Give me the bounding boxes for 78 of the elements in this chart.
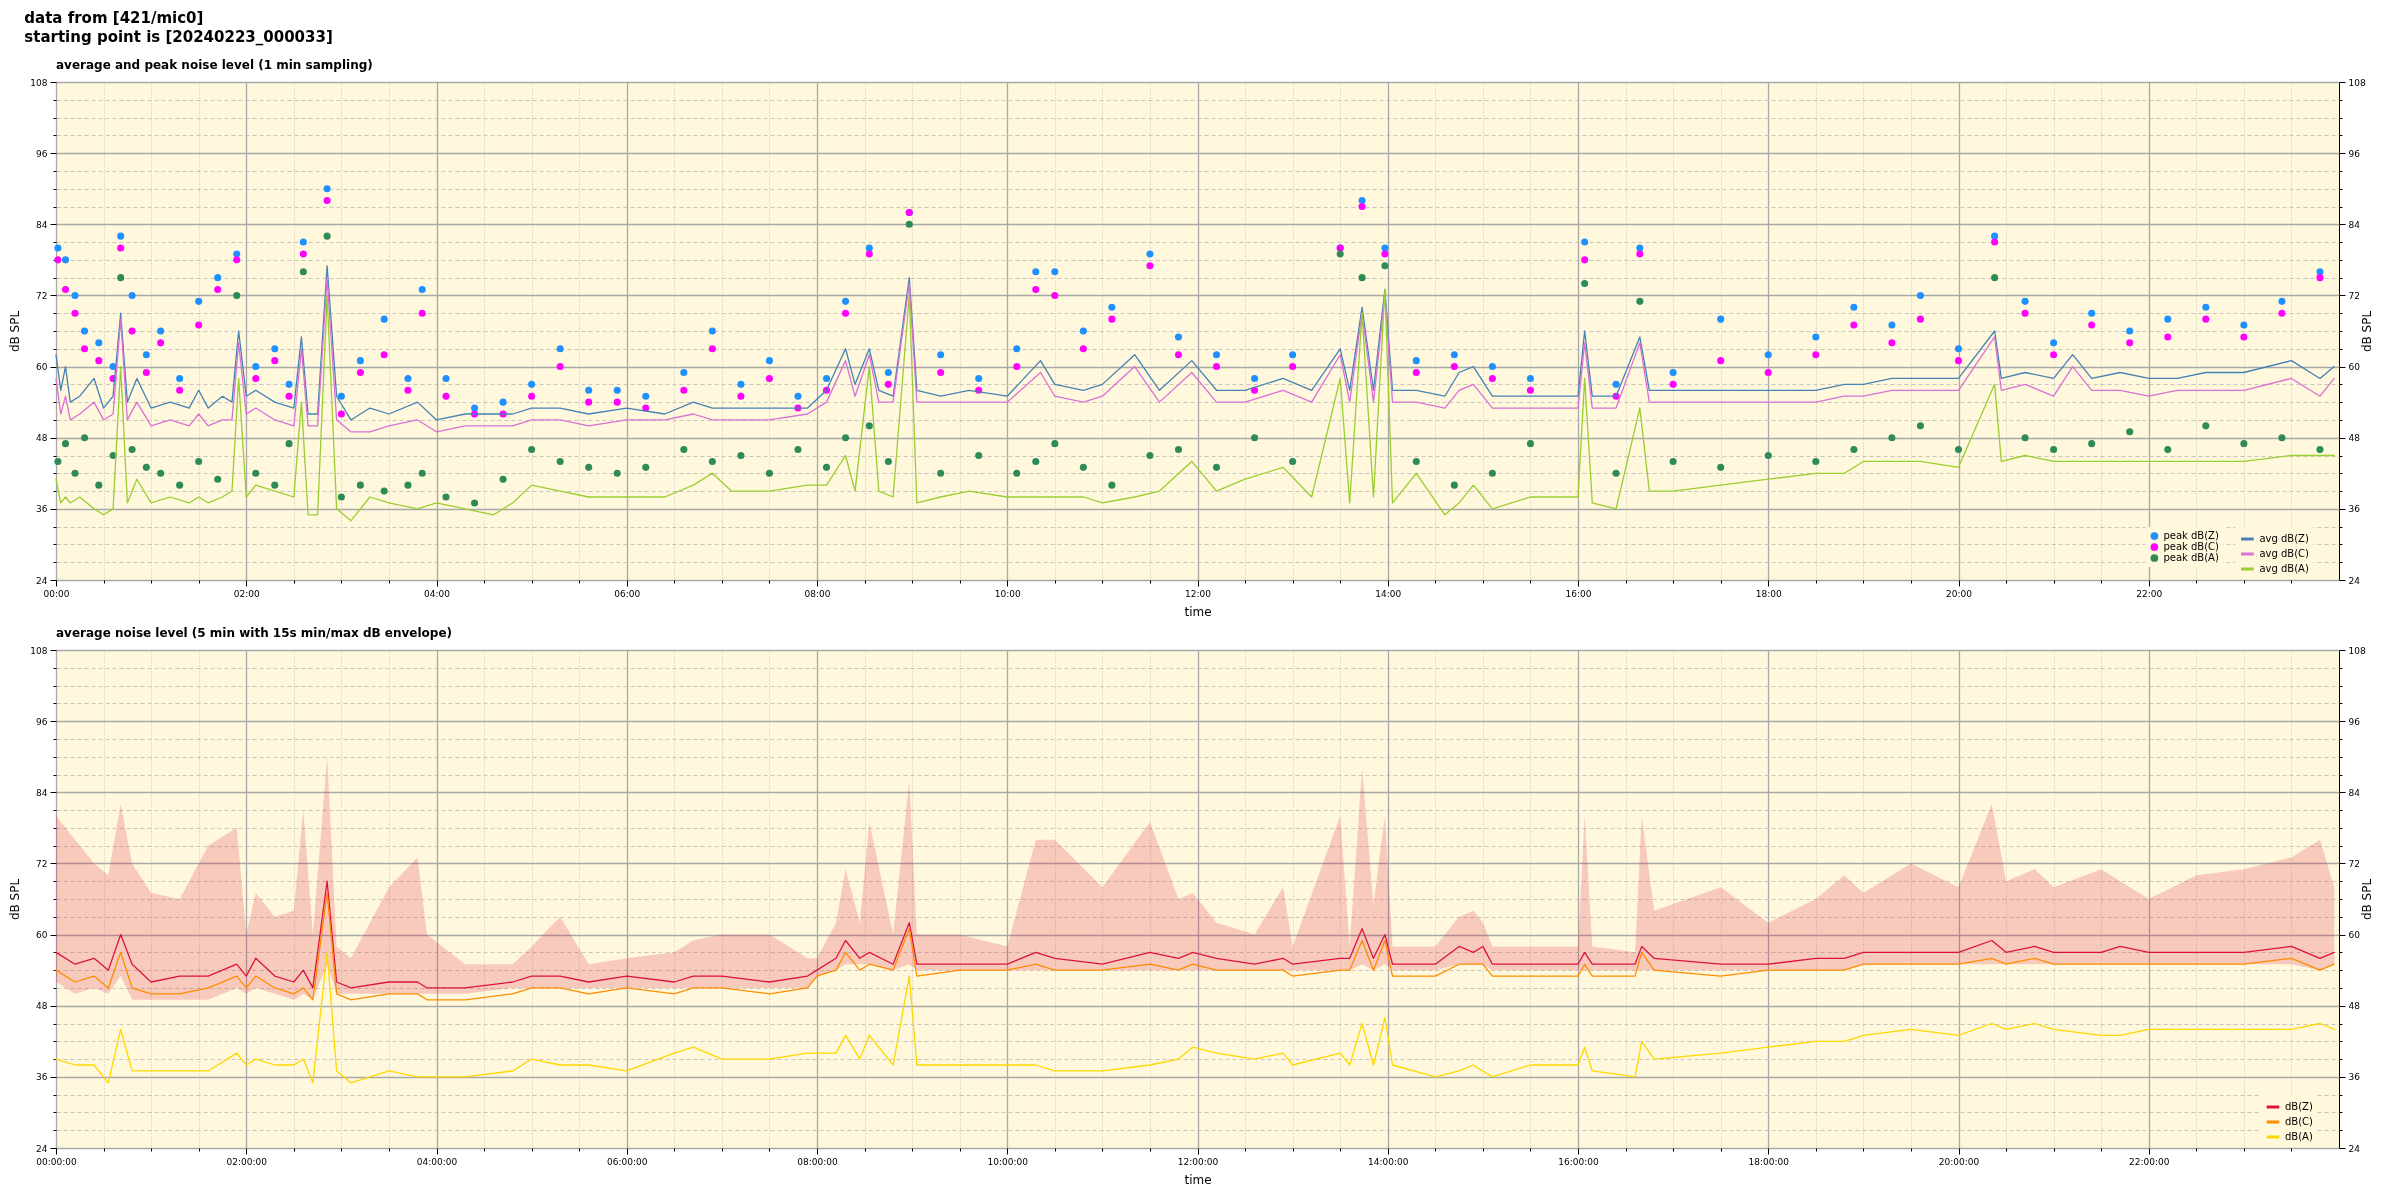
x-tick-label: 14:00 bbox=[1375, 588, 1402, 599]
x-axis-title: time bbox=[1184, 1172, 1212, 1187]
line-series bbox=[55, 880, 2335, 989]
y2-tick-label: 60 bbox=[2348, 362, 2361, 373]
x-tick-label: 14:00:00 bbox=[1368, 1156, 1409, 1167]
y2-tick-label: 36 bbox=[2348, 1072, 2361, 1083]
x-tick-label: 16:00 bbox=[1565, 588, 1592, 599]
legend-label: peak dB(C) bbox=[2163, 541, 2220, 552]
x-tick-label: 06:00:00 bbox=[607, 1156, 648, 1167]
y2-tick-label: 84 bbox=[2348, 787, 2361, 798]
x-tick-label: 22:00:00 bbox=[2129, 1156, 2170, 1167]
y2-tick-label: 48 bbox=[2348, 1001, 2361, 1012]
legend-label: avg dB(Z) bbox=[2259, 533, 2309, 544]
legend-label: dB(C) bbox=[2285, 1116, 2314, 1127]
x-tick-label: 06:00 bbox=[614, 588, 641, 599]
y2-tick-label: 60 bbox=[2348, 930, 2361, 941]
x-tick-label: 04:00 bbox=[424, 588, 451, 599]
y-tick-label: 36 bbox=[36, 1072, 48, 1083]
y-tick-label: 72 bbox=[36, 858, 48, 869]
x-tick-label: 12:00:00 bbox=[1177, 1156, 1219, 1167]
x-tick-label: 10:00:00 bbox=[987, 1156, 1029, 1167]
y-tick-label: 72 bbox=[36, 290, 48, 301]
y-tick-label: 60 bbox=[36, 930, 48, 941]
legend-label: avg dB(C) bbox=[2259, 548, 2310, 559]
y-tick-label: 36 bbox=[36, 504, 48, 515]
x-tick-label: 08:00:00 bbox=[797, 1156, 838, 1167]
x-tick-label: 16:00:00 bbox=[1558, 1156, 1599, 1167]
legend-label: avg dB(A) bbox=[2259, 563, 2309, 574]
y2-axis-title: dB SPL bbox=[2359, 310, 2374, 353]
x-tick-label: 02:00:00 bbox=[226, 1156, 268, 1167]
chart-subtitle: average and peak noise level (1 min sampling) bbox=[56, 58, 373, 72]
y2-tick-label: 96 bbox=[2348, 716, 2361, 727]
x-tick-label: 20:00 bbox=[1946, 588, 1973, 599]
x-tick-label: 04:00:00 bbox=[416, 1156, 458, 1167]
x-tick-label: 10:00 bbox=[994, 588, 1021, 599]
y2-axis-title: dB SPL bbox=[2359, 878, 2374, 921]
y2-tick-label: 108 bbox=[2348, 645, 2366, 656]
y2-tick-label: 96 bbox=[2348, 148, 2361, 159]
x-tick-label: 12:00 bbox=[1185, 588, 1212, 599]
legend-label: peak dB(Z) bbox=[2163, 530, 2219, 541]
y2-tick-label: 72 bbox=[2348, 290, 2360, 301]
x-tick-label: 20:00:00 bbox=[1938, 1156, 1980, 1167]
x-tick-label: 22:00 bbox=[2136, 588, 2163, 599]
legend-label: dB(A) bbox=[2285, 1131, 2313, 1142]
x-tick-label: 00:00:00 bbox=[36, 1156, 77, 1167]
y-tick-label: 48 bbox=[36, 433, 48, 444]
y-tick-label: 24 bbox=[36, 1143, 48, 1154]
line-series bbox=[55, 892, 2335, 1001]
y2-tick-label: 36 bbox=[2348, 504, 2361, 515]
y-tick-label: 48 bbox=[36, 1001, 48, 1012]
y-tick-label: 84 bbox=[36, 787, 48, 798]
x-tick-label: 18:00:00 bbox=[1748, 1156, 1790, 1167]
x-tick-label: 18:00 bbox=[1755, 588, 1782, 599]
line-series bbox=[55, 951, 2335, 1084]
x-tick-label: 02:00 bbox=[233, 588, 260, 599]
x-tick-label: 08:00 bbox=[804, 588, 831, 599]
x-tick-label: 00:00 bbox=[43, 588, 70, 599]
y-tick-label: 84 bbox=[36, 219, 48, 230]
y-tick-label: 96 bbox=[36, 148, 48, 159]
legend-label: dB(Z) bbox=[2285, 1101, 2313, 1112]
y-axis-title: dB SPL bbox=[8, 878, 23, 921]
line-series bbox=[55, 288, 2335, 522]
y2-tick-label: 72 bbox=[2348, 858, 2360, 869]
y-tick-label: 24 bbox=[36, 575, 48, 586]
y-tick-label: 96 bbox=[36, 716, 48, 727]
y-tick-label: 60 bbox=[36, 362, 48, 373]
y-axis-title: dB SPL bbox=[8, 310, 23, 353]
y-tick-label: 108 bbox=[30, 77, 48, 88]
x-axis-title: time bbox=[1184, 604, 1212, 619]
y2-tick-label: 48 bbox=[2348, 433, 2361, 444]
legend-label: peak dB(A) bbox=[2163, 552, 2219, 563]
y2-tick-label: 84 bbox=[2348, 219, 2361, 230]
chart-title: average noise level (5 min with 15s min/max dB envelope) bbox=[56, 626, 453, 640]
y2-tick-label: 24 bbox=[2348, 1143, 2361, 1154]
chart-title: data from [421/mic0] starting point is [20240223_000033] bbox=[24, 8, 333, 46]
y2-tick-label: 24 bbox=[2348, 575, 2361, 586]
y-tick-label: 108 bbox=[30, 645, 48, 656]
y2-tick-label: 108 bbox=[2348, 77, 2366, 88]
